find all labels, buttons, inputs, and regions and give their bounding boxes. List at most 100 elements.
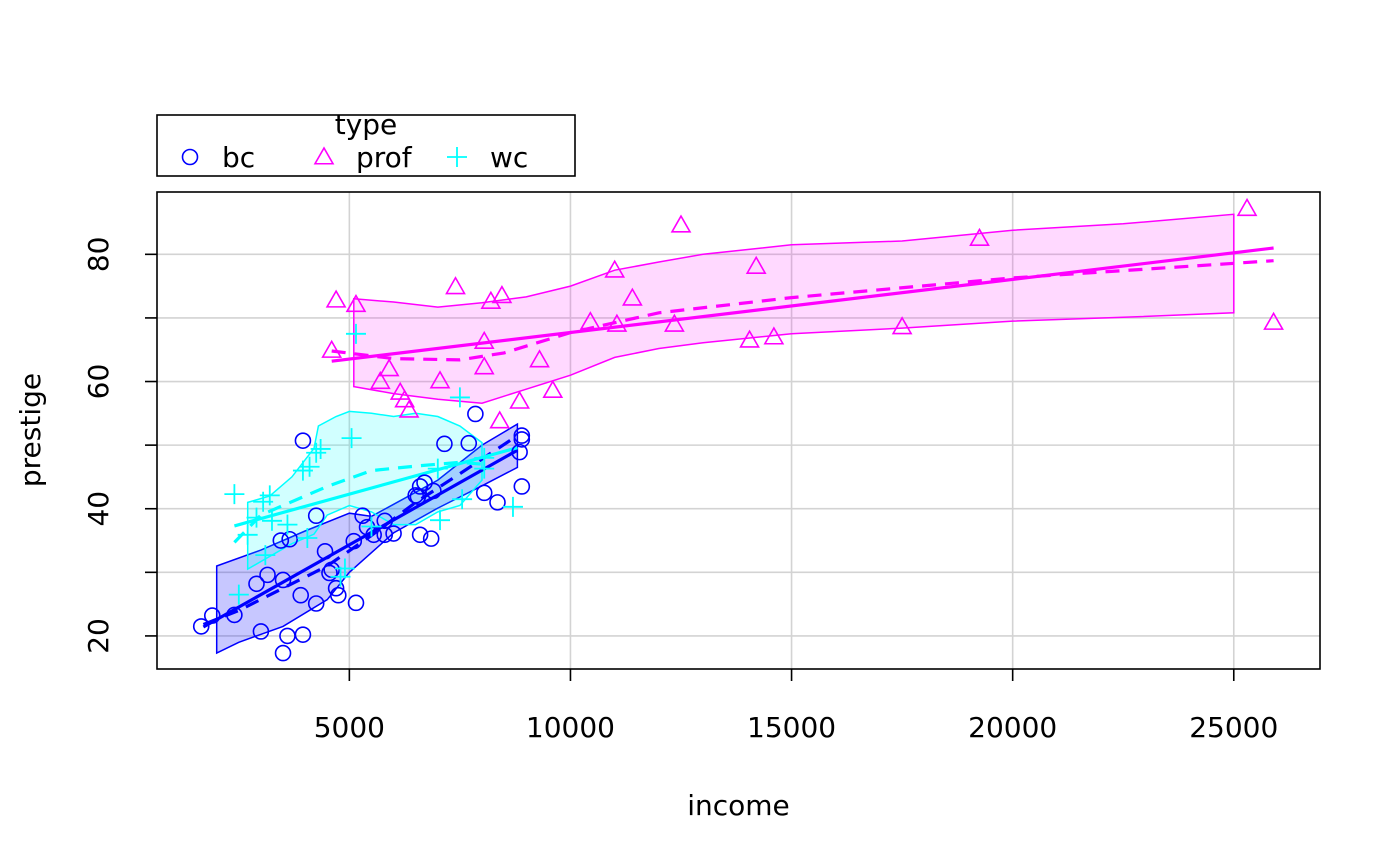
legend-symbol-prof xyxy=(313,146,335,165)
data-point-bc xyxy=(407,487,424,504)
y-tick-label: 60 xyxy=(82,364,115,400)
data-point-prof xyxy=(369,370,391,390)
data-point-wc xyxy=(237,524,258,545)
data-point-prof xyxy=(542,379,564,398)
confidence-bands xyxy=(215,213,1235,655)
data-point-bc xyxy=(385,525,402,542)
data-point-prof xyxy=(473,356,495,375)
data-point-bc xyxy=(274,644,292,662)
fit-line-prof xyxy=(331,246,1274,363)
data-point-prof xyxy=(1236,197,1258,217)
data-point-bc xyxy=(226,606,243,624)
fit-lines xyxy=(202,246,1274,629)
data-point-prof xyxy=(579,311,601,330)
smooth-line-prof xyxy=(331,259,1274,362)
y-axis-label: prestige xyxy=(14,373,47,487)
legend-label-bc: bc xyxy=(222,141,255,174)
confidence-band-prof xyxy=(353,213,1235,404)
data-point-wc xyxy=(246,507,267,528)
data-point-prof xyxy=(739,329,760,348)
data-point-bc xyxy=(294,626,312,643)
data-point-wc xyxy=(299,456,320,477)
data-point-prof xyxy=(429,370,451,389)
data-point-bc xyxy=(321,564,338,582)
plot-frame xyxy=(156,191,1321,670)
x-tick-label: 10000 xyxy=(526,711,615,744)
data-point-bc xyxy=(294,432,312,449)
data-point-prof xyxy=(480,290,502,309)
data-point-prof xyxy=(670,214,692,233)
x-axis: 5000 10000 15000 20000 25000 xyxy=(314,669,1278,744)
legend-label-wc: wc xyxy=(490,141,528,174)
data-point-wc xyxy=(502,496,523,517)
x-tick-label: 25000 xyxy=(1189,711,1278,744)
data-point-wc xyxy=(474,447,495,468)
data-point-prof xyxy=(394,389,416,408)
data-point-bc xyxy=(248,575,265,593)
x-tick-label: 20000 xyxy=(968,711,1057,744)
x-axis-label: income xyxy=(687,789,790,822)
data-point-wc xyxy=(259,485,280,506)
x-tick-label: 15000 xyxy=(747,711,836,744)
legend-box xyxy=(156,114,576,177)
data-point-prof xyxy=(763,326,785,345)
data-point-bc xyxy=(411,526,429,544)
data-point-prof xyxy=(529,349,550,368)
data-point-bc xyxy=(307,507,325,525)
fit-line-wc xyxy=(233,446,518,528)
data-point-prof xyxy=(606,313,628,332)
data-point-bc xyxy=(416,474,433,491)
data-point-prof xyxy=(345,293,367,313)
data-point-prof xyxy=(509,390,530,409)
y-tick-label: 20 xyxy=(82,618,115,654)
data-point-wc xyxy=(310,438,331,459)
data-point-prof xyxy=(491,285,513,304)
data-point-wc xyxy=(224,484,245,505)
data-point-prof xyxy=(1263,311,1284,330)
y-axis: 20 40 60 80 xyxy=(82,237,157,654)
data-point-bc xyxy=(513,431,531,448)
data-point-bc xyxy=(489,494,506,511)
data-point-bc xyxy=(272,532,290,549)
data-point-wc xyxy=(334,558,355,579)
data-point-prof xyxy=(325,289,347,308)
y-tick-label: 40 xyxy=(82,491,115,527)
data-point-prof xyxy=(489,410,511,429)
data-point-prof xyxy=(621,287,643,306)
data-point-prof xyxy=(664,313,685,332)
data-point-wc xyxy=(330,566,351,587)
data-point-bc xyxy=(511,443,528,461)
legend-label-prof: prof xyxy=(356,141,413,174)
data-point-bc xyxy=(259,566,276,584)
data-point-wc xyxy=(345,323,366,344)
smooth-line-wc xyxy=(233,460,483,544)
data-point-wc xyxy=(449,387,470,408)
data-point-bc xyxy=(316,543,334,560)
data-point-bc xyxy=(436,435,453,453)
smooth-line-bc xyxy=(202,434,519,626)
data-point-wc xyxy=(228,584,249,605)
data-point-bc xyxy=(192,618,210,635)
data-point-bc xyxy=(376,526,394,544)
data-point-bc xyxy=(409,488,427,505)
data-point-bc xyxy=(327,579,345,597)
data-point-bc xyxy=(425,482,442,500)
legend-title: type xyxy=(335,108,398,141)
data-point-bc xyxy=(281,530,298,548)
data-points xyxy=(192,197,1284,662)
data-point-bc xyxy=(330,586,347,604)
data-point-wc xyxy=(430,510,451,531)
data-point-bc xyxy=(307,595,325,612)
data-point-prof xyxy=(604,259,626,278)
data-point-wc xyxy=(255,545,276,566)
data-point-prof xyxy=(891,316,913,335)
data-point-bc xyxy=(252,623,270,640)
data-point-prof xyxy=(378,358,400,377)
data-point-bc xyxy=(475,484,493,502)
data-point-prof xyxy=(473,330,495,350)
data-point-bc xyxy=(354,507,371,525)
data-point-bc xyxy=(513,427,531,444)
data-point-bc xyxy=(460,434,478,452)
x-tick-label: 5000 xyxy=(314,711,385,744)
